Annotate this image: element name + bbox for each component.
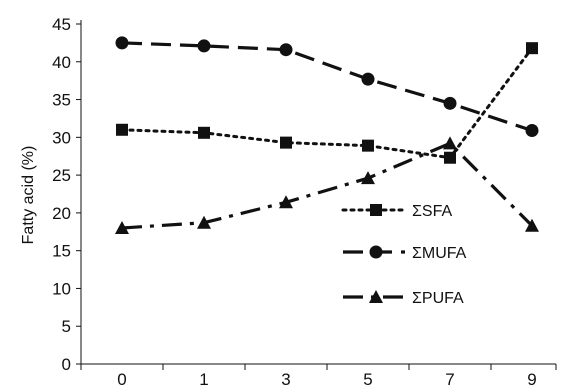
legend-item-sum-sfa: ΣSFA [341, 203, 452, 220]
y-tick-label: 35 [52, 91, 71, 110]
data-point-sum-sfa [526, 42, 538, 55]
legend-label: ΣSFA [412, 203, 452, 220]
data-point-sum-sfa [444, 151, 456, 164]
series-sum-pufa [115, 136, 539, 234]
legend-label: ΣMUFA [412, 245, 467, 262]
data-point-sum-pufa [115, 221, 129, 234]
y-tick-label: 25 [52, 166, 71, 185]
x-tick-label: 5 [363, 370, 372, 387]
x-tick-label: 3 [281, 370, 290, 387]
y-tick-label: 5 [62, 317, 71, 336]
y-tick-label: 30 [52, 128, 71, 147]
legend-swatch-marker [369, 290, 383, 303]
series-line-sum-sfa [120, 46, 534, 160]
series-group [115, 36, 539, 234]
data-point-sum-sfa [280, 136, 292, 149]
data-point-sum-mufa [197, 39, 211, 53]
data-point-sum-pufa [443, 136, 457, 150]
y-tick-label: 15 [52, 242, 71, 261]
legend-item-sum-mufa: ΣMUFA [343, 245, 467, 262]
legend-swatch-marker [370, 204, 382, 216]
legend-swatch-marker [369, 245, 383, 259]
y-tick-label: 20 [52, 204, 71, 223]
data-point-sum-mufa [525, 124, 539, 138]
y-axis-title: Fatty acid (%) [20, 146, 37, 245]
series-sum-sfa [116, 42, 538, 164]
data-point-sum-mufa [443, 96, 457, 110]
data-point-sum-mufa [279, 43, 293, 57]
data-point-sum-sfa [116, 123, 128, 136]
y-tick-label: 10 [52, 279, 71, 298]
x-axis-ticks: 0 1 3 5 7 9 [80, 364, 557, 387]
data-point-sum-pufa [361, 171, 375, 185]
y-tick-label: 0 [62, 355, 71, 374]
data-point-sum-mufa [361, 72, 375, 86]
series-sum-mufa [115, 36, 539, 138]
data-point-sum-pufa [279, 195, 293, 209]
x-tick-label: 9 [527, 370, 536, 387]
x-tick-label: 1 [199, 370, 208, 387]
data-point-sum-sfa [198, 126, 210, 139]
data-point-sum-pufa [525, 218, 539, 232]
x-tick-label: 7 [445, 370, 454, 387]
series-line-sum-pufa [121, 141, 534, 230]
x-tick-label: 0 [117, 370, 126, 387]
legend-item-sum-pufa: ΣPUFA [343, 290, 464, 307]
legend-label: ΣPUFA [412, 290, 464, 307]
legend: ΣSFA ΣMUFA ΣPUFA [341, 203, 467, 307]
y-tick-label: 45 [52, 15, 71, 34]
data-point-sum-sfa [362, 139, 374, 152]
data-point-sum-mufa [115, 36, 129, 50]
series-line-sum-mufa [121, 41, 533, 133]
y-tick-label: 40 [52, 53, 71, 72]
data-point-sum-pufa [197, 215, 211, 229]
y-axis-ticks: 0 5 10 15 20 25 30 35 40 45 [52, 15, 81, 374]
